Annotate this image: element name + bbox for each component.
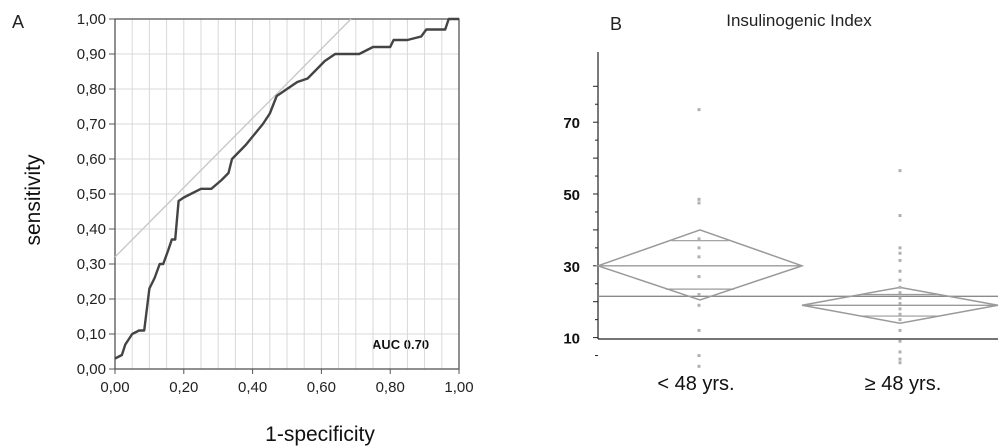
data-point: [697, 364, 701, 368]
data-point: [697, 108, 701, 112]
data-point: [898, 291, 902, 295]
data-point: [898, 318, 902, 322]
data-point: [697, 275, 701, 279]
data-point: [898, 251, 902, 255]
x-tick-label: 0,40: [238, 379, 267, 396]
data-point: [898, 246, 902, 250]
x-tick-label: 0,00: [100, 379, 129, 396]
y-tick-label: 0,20: [77, 291, 106, 308]
data-point: [898, 357, 902, 361]
y-axis-label: sensitivity: [22, 154, 45, 246]
y-tick-label: 0,80: [77, 81, 106, 98]
x-tick-label: 0,20: [169, 379, 198, 396]
data-point: [898, 307, 902, 311]
data-point: [898, 339, 902, 343]
roc-plot: 0,00 0,10 0,20 0,30 0,40 0,50 0,60 0,70 0,80 0,90…: [77, 11, 474, 396]
panel-b-letter: B: [610, 14, 622, 34]
y-tick-label: 0,60: [77, 151, 106, 168]
y-tick-label: 0,50: [77, 186, 106, 203]
data-point: [898, 278, 902, 282]
data-point: [697, 246, 701, 250]
data-point: [898, 328, 902, 332]
roc-curve: [114, 17, 459, 360]
panel-b-title: Insulinogenic Index: [726, 11, 872, 30]
y-tick-label: 10: [563, 331, 580, 348]
y-tick-label: 0,30: [77, 256, 106, 273]
data-point: [898, 285, 902, 289]
data-point: [898, 361, 902, 365]
y-tick-label: 0,70: [77, 116, 106, 133]
data-point: [898, 269, 902, 273]
means-diamonds-plot: 10 30 50 70 < 48 yrs. ≥ 48 yrs.: [563, 52, 999, 395]
x-tick-label: 0,60: [307, 379, 336, 396]
data-point: [898, 312, 902, 316]
data-point: [697, 237, 701, 241]
y-tick-label: 0,00: [77, 361, 106, 378]
data-point: [697, 354, 701, 358]
category-label: ≥ 48 yrs.: [865, 373, 942, 395]
y-tick-label: 30: [563, 259, 580, 276]
category-label: < 48 yrs.: [657, 373, 734, 395]
data-point: [898, 169, 902, 173]
y-tick-label: 0,90: [77, 46, 106, 63]
x-axis-label: 1-specificity: [265, 423, 375, 446]
data-point: [898, 301, 902, 305]
data-point: [898, 296, 902, 300]
data-point: [697, 197, 701, 201]
x-tick-label: 0,80: [376, 379, 405, 396]
reference-line: [114, 18, 352, 258]
y-tick-label: 0,10: [77, 326, 106, 343]
data-point: [697, 303, 701, 307]
y-tick-label: 50: [563, 187, 580, 204]
y-tick-label: 1,00: [77, 11, 106, 28]
data-point: [898, 214, 902, 218]
x-tick-label: 1,00: [444, 379, 473, 396]
y-tick-label: 70: [563, 115, 580, 132]
panel-a-letter: A: [12, 12, 24, 32]
y-tick-label: 0,40: [77, 221, 106, 238]
data-point: [697, 293, 701, 297]
data-point: [697, 328, 701, 332]
data-point: [898, 350, 902, 354]
auc-annotation: AUC 0.70: [372, 337, 429, 352]
data-point: [697, 255, 701, 259]
data-point: [697, 201, 701, 205]
data-point: [898, 258, 902, 262]
